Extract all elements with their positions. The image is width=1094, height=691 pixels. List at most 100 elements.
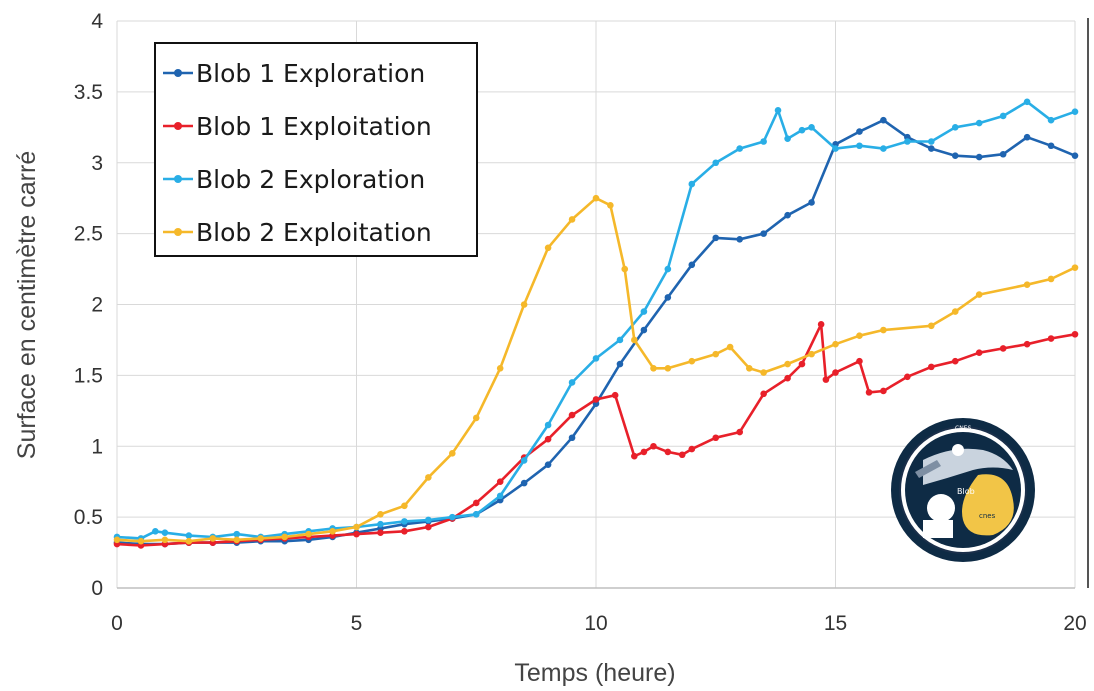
data-point <box>880 387 887 395</box>
legend-label: Blob 2 Exploration <box>196 165 425 194</box>
data-point <box>1047 335 1055 342</box>
data-point <box>544 461 552 468</box>
legend-item: Blob 1 Exploration <box>163 59 425 88</box>
data-point <box>904 373 911 381</box>
x-tick-label: 10 <box>584 612 607 635</box>
data-point <box>185 532 193 539</box>
data-point <box>784 135 791 142</box>
data-point <box>856 332 863 339</box>
data-point <box>152 528 159 535</box>
data-point <box>856 357 863 365</box>
y-tick-label: 4 <box>91 10 103 33</box>
data-point <box>650 364 657 372</box>
data-point <box>592 355 600 362</box>
data-point <box>329 528 336 535</box>
data-point <box>520 301 528 308</box>
data-point <box>353 530 360 538</box>
data-point <box>928 138 935 145</box>
legend-items: Blob 1 Exploration Blob 1 Exploitation Blo… <box>163 59 432 247</box>
data-point <box>726 343 734 351</box>
data-point <box>113 536 121 544</box>
legend-box <box>154 42 478 257</box>
data-point <box>664 364 672 372</box>
data-point <box>880 145 887 152</box>
data-point <box>568 434 576 442</box>
data-point <box>975 291 983 298</box>
data-point <box>664 265 672 273</box>
data-point <box>631 336 638 344</box>
data-point <box>808 350 815 358</box>
data-point <box>999 150 1007 158</box>
legend-item: Blob 1 Exploitation <box>163 112 432 141</box>
y-tick-label: 1 <box>91 435 103 458</box>
data-point <box>592 396 600 403</box>
x-tick-label: 0 <box>111 612 123 635</box>
legend-label: Blob 1 Exploration <box>196 59 425 88</box>
data-point <box>520 457 528 464</box>
data-point <box>1071 152 1079 159</box>
y-tick-label: 3.5 <box>74 81 103 104</box>
x-tick-label: 15 <box>824 612 847 635</box>
x-axis-title: Temps (heure) <box>514 659 675 687</box>
data-point <box>865 389 873 396</box>
legend-label: Blob 2 Exploitation <box>196 218 432 247</box>
data-point <box>401 528 408 535</box>
data-point <box>520 479 528 487</box>
data-point <box>1047 142 1055 150</box>
x-tick-label: 5 <box>351 612 363 635</box>
data-point <box>1023 340 1031 348</box>
data-point <box>736 235 743 243</box>
data-point <box>975 349 983 356</box>
data-point <box>621 265 629 273</box>
data-point <box>808 199 815 206</box>
data-point <box>760 369 767 376</box>
logo-label-blob: Blob <box>957 487 975 496</box>
data-point <box>161 529 169 537</box>
data-point <box>712 234 720 242</box>
data-point <box>784 360 791 368</box>
data-point <box>640 448 648 456</box>
data-point <box>822 376 830 383</box>
data-point <box>928 322 935 330</box>
y-tick-label: 2.5 <box>74 223 103 246</box>
data-point <box>1071 330 1079 338</box>
data-point <box>631 452 638 460</box>
data-point <box>568 411 576 419</box>
data-point <box>544 435 552 443</box>
data-point <box>999 345 1007 352</box>
legend-swatch-marker <box>174 69 182 77</box>
data-point <box>640 308 648 315</box>
data-point <box>999 112 1007 120</box>
data-point <box>650 442 657 450</box>
data-point <box>975 119 983 127</box>
legend-label: Blob 1 Exploitation <box>196 112 432 141</box>
data-point <box>425 523 432 531</box>
data-point <box>745 364 753 372</box>
logo-label-cnes: cnes <box>979 512 996 520</box>
data-point <box>798 126 806 134</box>
series-3 <box>113 98 1079 542</box>
y-axis-title: Surface en centimètre carré <box>13 151 41 459</box>
data-point <box>209 535 217 542</box>
data-point <box>257 535 265 542</box>
data-point <box>832 369 839 376</box>
data-point <box>616 360 624 368</box>
data-point <box>951 308 959 315</box>
data-point <box>856 128 863 135</box>
data-point <box>1023 98 1031 106</box>
data-point <box>664 448 672 456</box>
data-point <box>496 478 504 485</box>
data-point <box>611 391 619 399</box>
data-point <box>774 107 782 114</box>
data-point <box>377 529 384 537</box>
data-point <box>1071 108 1079 116</box>
data-point <box>1047 275 1055 283</box>
data-point <box>472 414 480 422</box>
data-point <box>233 536 241 544</box>
y-tick-label: 2 <box>91 294 103 317</box>
data-point <box>401 502 408 510</box>
data-point <box>975 153 983 161</box>
data-point <box>1023 281 1031 288</box>
data-point <box>808 124 815 131</box>
data-point <box>305 530 312 538</box>
